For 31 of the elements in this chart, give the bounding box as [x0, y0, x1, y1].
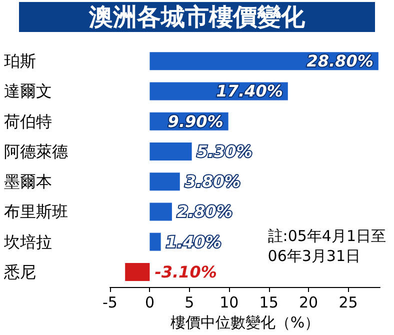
x-tick-label: 25: [338, 294, 358, 312]
y-tick-label: 墨爾本: [4, 172, 52, 192]
y-tick-label: 悉尼: [3, 262, 36, 282]
y-tick-label: 達爾文: [4, 82, 52, 101]
data-label: 1.40%: [166, 232, 222, 252]
bar: [150, 232, 161, 251]
bar: [150, 142, 192, 160]
x-axis-title: 樓價中位數變化（%）: [170, 313, 320, 332]
data-label: 3.80%: [184, 172, 240, 192]
x-tick-label: 5: [184, 294, 194, 312]
bar: [150, 172, 180, 191]
bar: [150, 202, 172, 221]
data-label: 9.90%: [168, 112, 224, 131]
y-tick-label: 坎培拉: [3, 232, 52, 252]
annotation: 註:05年4月1日至 06年3月31日: [268, 227, 386, 265]
data-label: 28.80%: [306, 52, 374, 71]
y-tick-label: 阿德萊德: [4, 142, 68, 161]
x-tick-label: 0: [144, 294, 154, 312]
y-tick-label: 布里斯班: [4, 202, 68, 222]
data-label: 2.80%: [176, 202, 232, 222]
data-label: 5.30%: [196, 142, 252, 161]
x-tick-label: 15: [259, 294, 278, 312]
data-label: -3.10%: [154, 262, 217, 282]
x-tick-label: 20: [298, 294, 318, 312]
x-tick-label: -5: [102, 294, 118, 312]
bar: [125, 262, 150, 281]
y-tick-label: 荷伯特: [4, 112, 52, 131]
y-tick-label: 珀斯: [4, 52, 36, 71]
data-label: 17.40%: [216, 82, 283, 101]
chart-title: 澳洲各城市樓價變化: [88, 3, 306, 31]
x-tick-label: 10: [220, 294, 239, 312]
